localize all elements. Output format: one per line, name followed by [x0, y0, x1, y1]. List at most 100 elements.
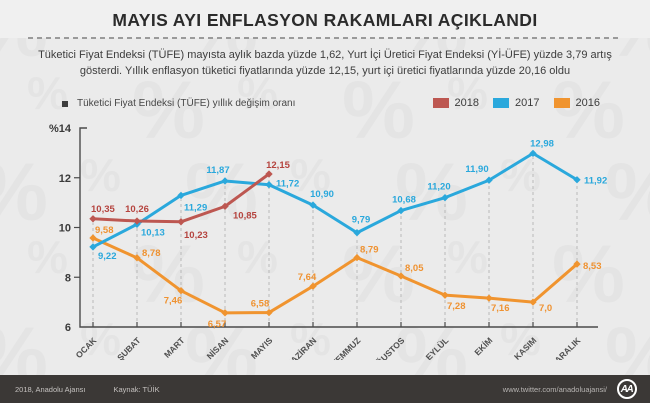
data-point-marker [529, 298, 537, 306]
subtitle-line-2: gösterdi. Yıllık enflasyon tüketici fiya… [79, 65, 571, 77]
data-point-marker [221, 177, 229, 185]
legend-color-chip [432, 98, 449, 108]
data-point-marker [397, 272, 405, 280]
month-label: OCAK [74, 335, 99, 360]
chart-svg: 6 8 10 12 %14 OCAK ŞUBAT MART NİSAN MAYIS HAZİRAN T… [49, 123, 607, 372]
footer-twitter-url: www.twitter.com/anadoluajansi/ [502, 384, 607, 394]
month-label: EYLÜL [424, 335, 451, 360]
y-tick-label: %14 [49, 123, 72, 135]
month-label: AĞUSTOS [369, 334, 407, 360]
series-line-2016 [91, 236, 579, 315]
data-point-label: 9,22 [98, 251, 117, 262]
data-point-label: 7,28 [447, 301, 466, 312]
y-tick-label: 8 [65, 272, 71, 284]
data-point-label: 11,90 [465, 164, 488, 175]
data-point-marker [309, 282, 317, 290]
data-point-marker [221, 202, 229, 211]
data-point-label: 9,79 [352, 215, 371, 226]
data-point-marker [441, 291, 449, 299]
month-label: ARALIK [553, 335, 583, 360]
legend-year-label: 2018 [454, 97, 480, 109]
legend-year-item: 2018 [432, 97, 480, 109]
data-point-marker [89, 234, 97, 242]
month-label: TEMMUZ [330, 335, 363, 360]
data-point-marker [265, 170, 273, 178]
data-point-label: 10,85 [233, 210, 257, 221]
data-point-label: 6,58 [251, 299, 270, 310]
data-point-label: 9,58 [95, 225, 114, 236]
data-point-marker [353, 229, 361, 237]
data-point-label: 11,87 [206, 165, 229, 176]
data-point-marker [89, 243, 97, 251]
month-label: KASIM [512, 335, 538, 360]
month-label: MAYIS [249, 335, 275, 360]
data-point-marker [133, 217, 141, 225]
month-label: ŞUBAT [115, 335, 143, 360]
series-line-2017 [91, 151, 579, 249]
data-point-marker [309, 201, 317, 209]
data-point-label: 10,90 [310, 189, 334, 200]
data-point-marker [353, 253, 361, 262]
data-point-marker [397, 206, 405, 215]
page-title: MAYIS AYI ENFLASYON RAKAMLARI AÇIKLANDI [112, 10, 538, 30]
legend-year-label: 2017 [515, 97, 540, 109]
data-point-label: 8,53 [583, 261, 602, 272]
y-tick-label: 12 [59, 173, 71, 185]
data-point-label: 8,78 [142, 248, 161, 259]
data-point-marker [441, 193, 449, 202]
legend-year-label: 2016 [575, 97, 600, 109]
data-point-marker [133, 254, 141, 262]
data-point-label: 10,26 [125, 204, 149, 215]
data-point-label: 7,46 [164, 296, 183, 307]
data-point-label: 10,23 [184, 230, 208, 241]
legend-year-item: 2016 [553, 97, 600, 109]
data-point-label: 6,57 [208, 319, 227, 330]
data-point-label: 10,35 [91, 204, 115, 215]
footer-credit: 2018, Anadolu Ajansı [15, 384, 86, 394]
legend-years: 2018 2017 2016 [432, 97, 600, 109]
legend-color-chip [493, 98, 510, 108]
data-point-marker [573, 260, 581, 268]
month-label: HAZİRAN [284, 335, 318, 360]
anadolu-agency-logo: AA [617, 379, 637, 399]
data-point-label: 7,0 [539, 303, 552, 314]
data-point-label: 12,15 [266, 160, 290, 171]
y-tick-label: 6 [65, 322, 71, 334]
data-point-label: 11,72 [276, 179, 299, 190]
legend-square-icon [62, 100, 68, 107]
data-point-marker [177, 287, 185, 295]
subtitle-line-1: Tüketici Fiyat Endeksi (TÜFE) mayısta ay… [38, 49, 612, 61]
data-point-marker [529, 149, 537, 158]
data-point-marker [265, 181, 273, 189]
subtitle: Tüketici Fiyat Endeksi (TÜFE) mayısta ay… [35, 47, 615, 79]
footer-source: Kaynak: TÜİK [113, 384, 160, 394]
legend-row: Tüketici Fiyat Endeksi (TÜFE) yıllık değ… [0, 97, 650, 114]
legend-series-descriptor: Tüketici Fiyat Endeksi (TÜFE) yıllık değ… [62, 98, 295, 109]
data-point-label: 7,64 [298, 272, 317, 283]
footer-bar: 2018, Anadolu Ajansı Kaynak: TÜİK www.tw… [0, 375, 650, 403]
month-label: MART [162, 335, 187, 360]
data-point-label: 8,79 [360, 245, 379, 256]
data-point-marker [485, 176, 493, 184]
line-chart: 6 8 10 12 %14 OCAK ŞUBAT MART NİSAN MAYIS HAZİRAN T… [0, 115, 650, 372]
data-point-label: 10,68 [392, 195, 416, 206]
data-point-label: 7,16 [491, 303, 510, 314]
data-point-marker [177, 218, 185, 226]
data-point-label: 10,13 [141, 227, 165, 238]
header-band [0, 0, 650, 38]
data-point-label: 12,98 [530, 138, 554, 149]
data-point-marker [485, 294, 493, 302]
data-point-label: 11,29 [184, 202, 207, 213]
legend-color-chip [553, 98, 570, 108]
y-tick-label: 10 [59, 223, 71, 235]
legend-year-item: 2017 [493, 97, 540, 109]
data-point-label: 8,05 [405, 263, 424, 274]
data-point-marker [89, 215, 97, 223]
data-point-label: 11,20 [427, 182, 450, 193]
data-point-label: 11,92 [584, 176, 607, 187]
month-label: NİSAN [205, 335, 231, 360]
dashed-divider [28, 37, 622, 39]
month-label: EKİM [472, 335, 494, 357]
legend-series-label: Tüketici Fiyat Endeksi (TÜFE) yıllık değ… [77, 98, 296, 109]
